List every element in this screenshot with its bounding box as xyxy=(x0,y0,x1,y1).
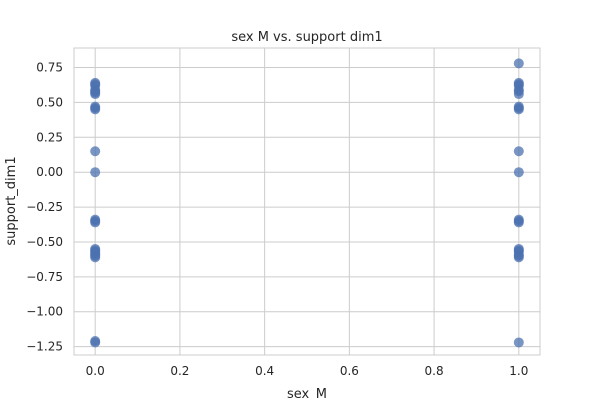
y-tick-label: 0.50 xyxy=(36,95,63,109)
x-tick-label: 0.8 xyxy=(425,364,444,378)
scatter-point xyxy=(90,104,101,115)
scatter-point xyxy=(90,252,101,263)
y-tick-label: 0.25 xyxy=(36,130,63,144)
x-tick-labels: 0.0 0.2 0.4 0.6 0.8 1.0 xyxy=(86,364,529,378)
y-tick-label: −0.75 xyxy=(26,270,63,284)
y-axis-title: support_dim1 xyxy=(4,156,19,245)
chart-title: sex M vs. support dim1 xyxy=(231,30,382,45)
x-axis-title: sex_M xyxy=(287,387,327,400)
y-tick-label: −1.25 xyxy=(26,340,63,354)
scatter-point xyxy=(513,146,524,157)
scatter-point xyxy=(90,337,101,348)
scatter-point xyxy=(513,217,524,228)
scatter-point xyxy=(90,89,101,100)
y-tick-labels: 0.75 0.50 0.25 0.00 −0.25 −0.50 −0.75 −1.00 −1.2… xyxy=(26,61,63,354)
y-tick-label: 0.75 xyxy=(36,61,63,75)
scatter-point xyxy=(513,89,524,100)
y-tick-label: −1.00 xyxy=(26,305,63,319)
scatter-point xyxy=(513,58,524,69)
y-tick-label: 0.00 xyxy=(36,165,63,179)
x-tick-label: 0.6 xyxy=(340,364,359,378)
scatter-point xyxy=(513,252,524,263)
scatter-point xyxy=(513,337,524,348)
x-tick-label: 0.2 xyxy=(170,364,189,378)
data-points xyxy=(90,58,524,348)
x-tick-label: 0.4 xyxy=(255,364,274,378)
scatter-point xyxy=(513,104,524,115)
x-tick-label: 1.0 xyxy=(509,364,528,378)
y-tick-label: −0.50 xyxy=(26,235,63,249)
scatter-point xyxy=(513,167,524,178)
plot-frame xyxy=(73,47,541,356)
scatter-point xyxy=(90,167,101,178)
y-tick-label: −0.25 xyxy=(26,200,63,214)
x-tick-label: 0.0 xyxy=(86,364,105,378)
scatter-point xyxy=(90,146,101,157)
grid xyxy=(74,48,540,355)
scatter-point xyxy=(90,217,101,228)
